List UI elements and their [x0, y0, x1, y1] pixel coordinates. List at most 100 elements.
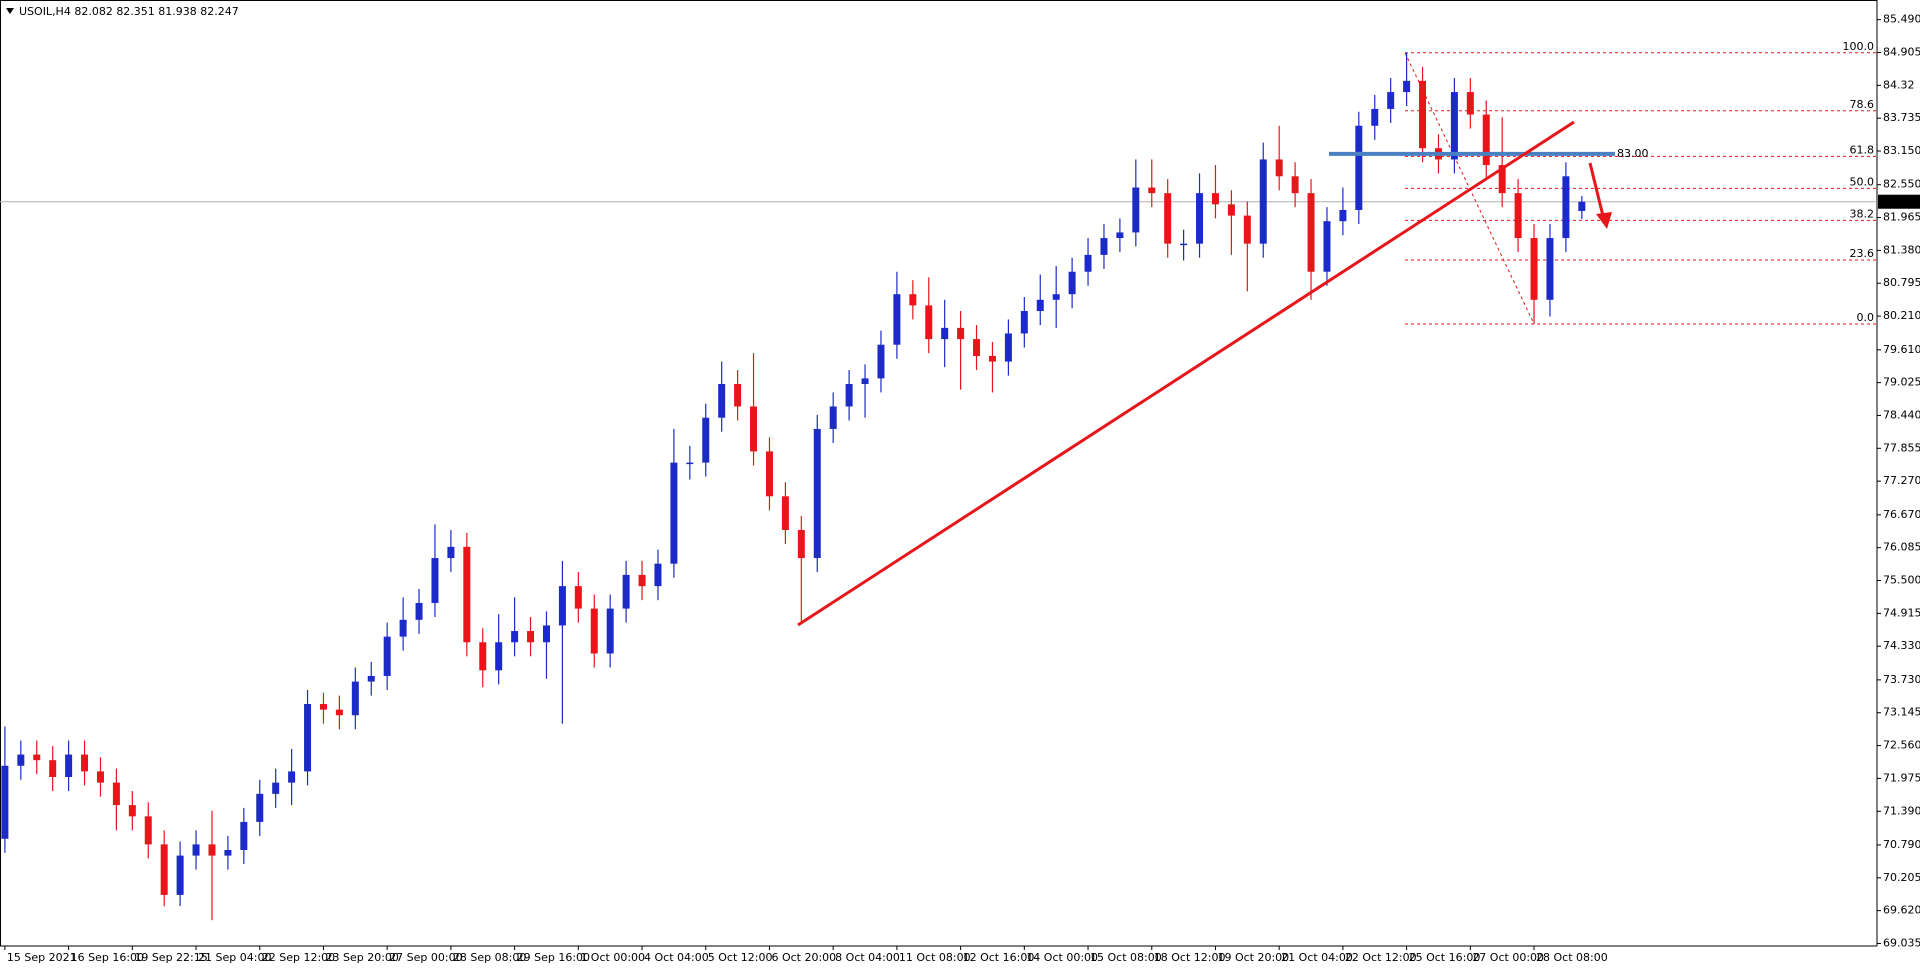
x-tick-label: 25 Oct 16:00 [1409, 951, 1481, 964]
candle-body [670, 462, 678, 564]
candle-body [1004, 333, 1012, 362]
x-tick-label: 1 Oct 00:00 [580, 951, 645, 964]
candle-body [495, 642, 503, 671]
x-tick-label: 22 Oct 12:00 [1345, 951, 1417, 964]
candle-body [81, 754, 89, 772]
y-tick-label: 69.620 [1883, 904, 1920, 917]
y-tick-label: 80.210 [1883, 309, 1920, 322]
candle-body [1068, 271, 1076, 295]
chart-title: USOIL,H4 82.082 82.351 81.938 82.247 [19, 5, 239, 18]
y-tick-label: 81.380 [1883, 243, 1920, 256]
candle-body [1275, 159, 1283, 177]
candle-body [1211, 193, 1219, 205]
candle-body [240, 821, 248, 850]
y-tick-label: 79.025 [1883, 376, 1920, 389]
candle-body [208, 844, 216, 856]
arrow-shaft [1588, 162, 1605, 217]
x-tick-label: 21 Oct 04:00 [1281, 951, 1353, 964]
y-tick-label: 84.905 [1883, 45, 1920, 58]
x-tick-label: 14 Oct 00:00 [1026, 951, 1098, 964]
candle-body [1164, 193, 1172, 244]
candle-body [96, 771, 104, 783]
x-tick-label: 6 Oct 20:00 [771, 951, 836, 964]
candle-body [160, 844, 168, 895]
x-tick-label: 27 Sep 00:00 [389, 951, 462, 964]
candle-body [654, 563, 662, 587]
y-tick-label: 76.085 [1883, 541, 1920, 554]
fib-level-label: 61.8 [1850, 143, 1875, 156]
x-tick-label: 27 Oct 00:00 [1472, 951, 1544, 964]
candle-body [335, 709, 343, 716]
x-tick-label: 19 Sep 22:15 [134, 951, 207, 964]
candle-body [415, 602, 423, 620]
x-tick-label: 22 Sep 12:00 [262, 951, 335, 964]
arrow-head [1596, 212, 1612, 229]
x-tick-label: 18 Oct 12:00 [1154, 951, 1226, 964]
candle-body [622, 574, 630, 609]
x-tick-label: 15 Oct 08:00 [1090, 951, 1162, 964]
candle-body [1307, 193, 1315, 272]
candle-body [304, 704, 312, 772]
y-tick-label: 77.270 [1883, 474, 1920, 487]
candle-body [829, 406, 837, 429]
y-tick-label: 79.610 [1883, 343, 1920, 356]
candle-body [1498, 165, 1506, 194]
x-tick-label: 28 Oct 08:00 [1536, 951, 1608, 964]
fib-level-label: 23.6 [1850, 247, 1875, 260]
candle-body [256, 793, 264, 822]
trend-line [797, 120, 1575, 627]
candle-body [1084, 254, 1092, 272]
candle-body [686, 462, 694, 465]
y-tick-label: 80.795 [1883, 276, 1920, 289]
y-tick-label: 70.790 [1883, 838, 1920, 851]
candle-body [17, 754, 25, 766]
candle-body [590, 608, 598, 654]
y-tick-label: 73.730 [1883, 673, 1920, 686]
candle-body [750, 406, 758, 452]
candle-body [49, 760, 57, 778]
candle-body [1291, 176, 1299, 194]
candle-body [447, 546, 455, 559]
x-tick-label: 16 Sep 16:00 [71, 951, 144, 964]
candle-body [367, 675, 375, 682]
candle-body [1196, 193, 1204, 244]
y-tick-label: 74.915 [1883, 606, 1920, 619]
candle-body [765, 451, 773, 497]
candle-body [542, 625, 550, 643]
candle-body [957, 327, 965, 340]
candle-body [128, 805, 136, 817]
candle-body [192, 844, 200, 856]
candle-body [431, 558, 439, 603]
candle-body [527, 631, 535, 643]
candle-body [734, 384, 742, 407]
candle-body [845, 384, 853, 407]
candle-body [1243, 215, 1251, 244]
x-tick-label: 29 Sep 16:00 [517, 951, 590, 964]
candle-body [1419, 80, 1427, 149]
candle-body [33, 754, 41, 761]
candle-body [479, 642, 487, 671]
candle-body [1530, 238, 1538, 300]
candle-body [1323, 221, 1331, 272]
fib-level-label: 78.6 [1850, 98, 1875, 111]
candle-body [1514, 193, 1522, 239]
candle-body [1, 765, 9, 839]
candle-body [1355, 125, 1363, 210]
candle-body [1466, 92, 1474, 115]
candle-body [1482, 114, 1490, 166]
candle-body [1259, 159, 1267, 244]
y-tick-label: 77.855 [1883, 441, 1920, 454]
y-tick-label: 75.500 [1883, 574, 1920, 587]
candle-body [574, 586, 582, 609]
candle-body [1371, 108, 1379, 126]
candle-body [797, 529, 805, 559]
candle-body [1387, 92, 1395, 109]
candle-body [718, 384, 726, 418]
y-tick-label: 78.440 [1883, 408, 1920, 421]
y-tick-label: 71.390 [1883, 804, 1920, 817]
candle-body [893, 294, 901, 345]
fib-level-label: 0.0 [1857, 311, 1875, 324]
candle-body [272, 782, 280, 794]
